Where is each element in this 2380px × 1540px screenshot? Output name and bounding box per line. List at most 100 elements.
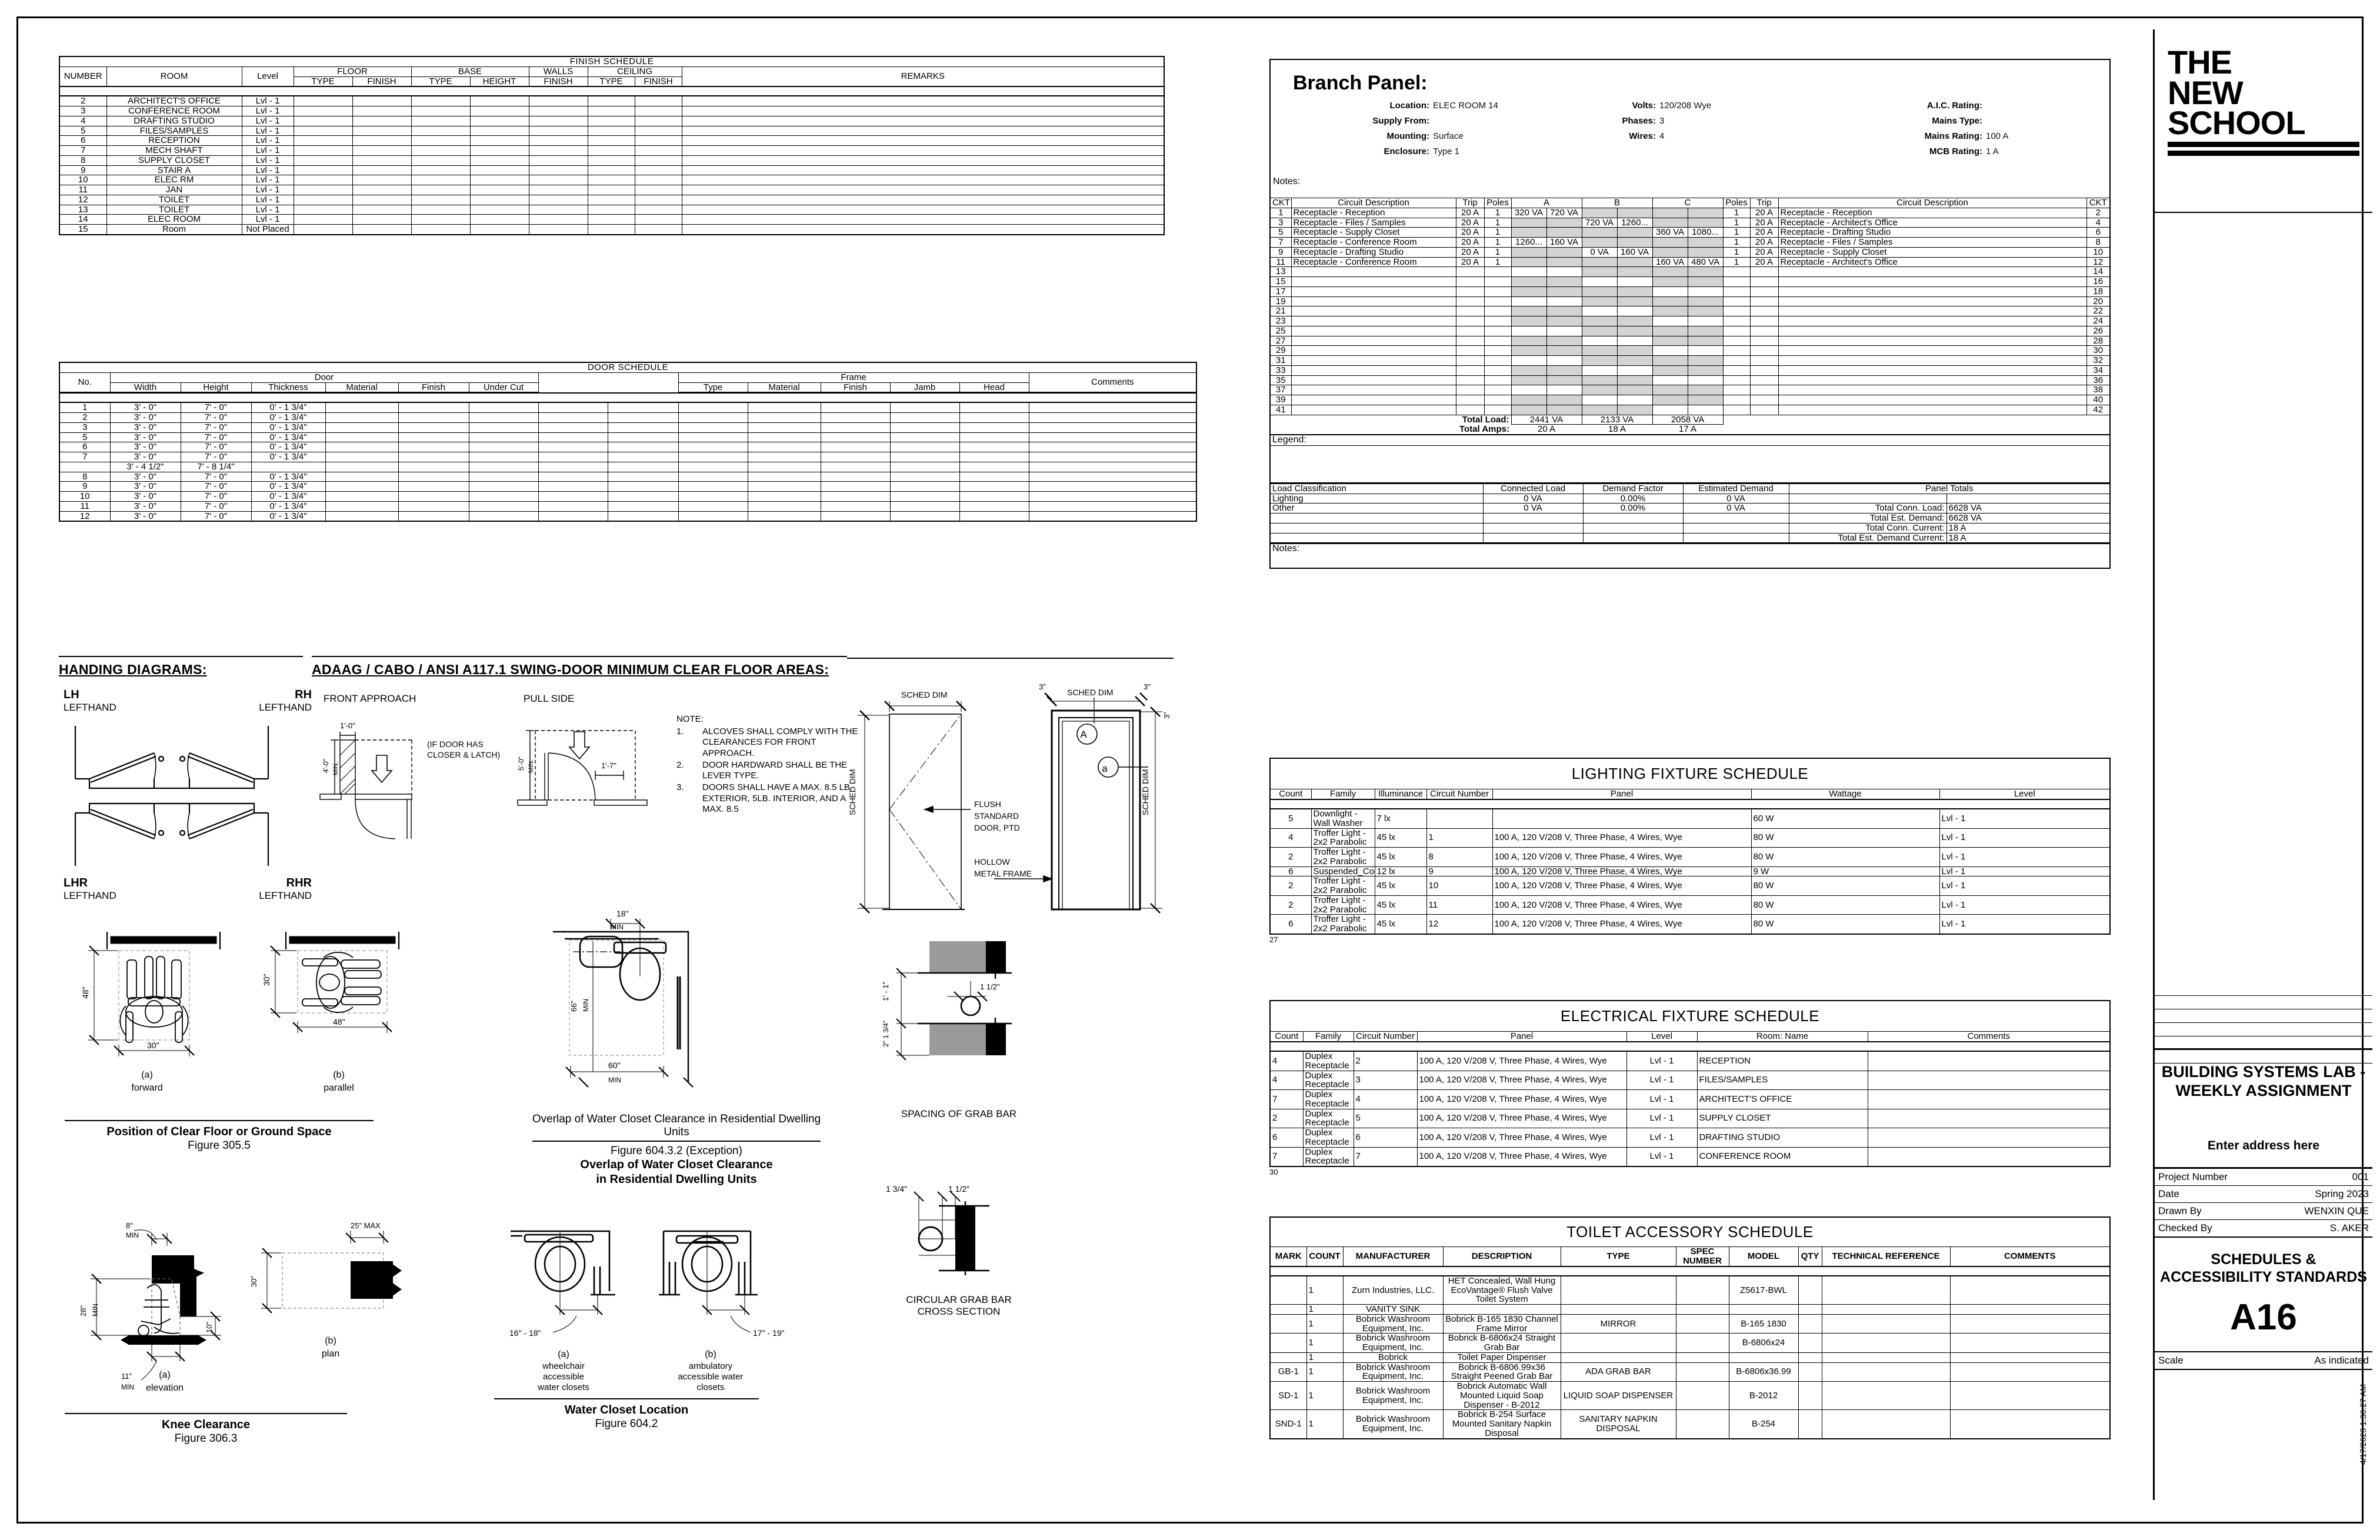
elec-comments xyxy=(1867,1128,2111,1148)
table-row: 11 3' - 0" 7' - 0" 0' - 1 3/4" xyxy=(59,501,1197,512)
ckt-left: 21 xyxy=(1269,306,1292,316)
handing-label-rhr-code: RHR xyxy=(286,876,312,889)
panel-info-row: Volts: 120/208 Wye xyxy=(1553,101,1806,111)
finish-level: Lvl - 1 xyxy=(241,165,294,176)
phase-b-1 xyxy=(1581,404,1618,415)
finish-blank xyxy=(469,165,529,176)
finish-blank xyxy=(469,204,529,215)
finish-blank xyxy=(352,185,412,195)
circuit-row-empty: 27 28 xyxy=(1269,335,2111,346)
circular-grab-bar-caption-1: CIRCULAR GRAB BAR xyxy=(906,1294,1012,1305)
door-blank xyxy=(398,452,469,462)
elec-family: Duplex Receptacle xyxy=(1302,1089,1354,1109)
ckt-right: 24 xyxy=(2086,316,2111,326)
phase-a-1 xyxy=(1511,266,1547,277)
light-panel xyxy=(1492,808,1752,829)
logo-line-2: NEW xyxy=(2168,74,2244,111)
col-spec-number: SPEC NUMBER xyxy=(1675,1246,1729,1267)
load-class-name xyxy=(1269,522,1484,534)
door-blank xyxy=(607,442,679,452)
door-no: 11 xyxy=(59,501,111,512)
circuit-description-left xyxy=(1291,404,1456,415)
sheet-border xyxy=(16,16,2364,1524)
poles-left xyxy=(1484,385,1512,395)
door-frame-detail: SCHED DIM SCHED DIM SCHED DIM SCHED DIM … xyxy=(847,658,1188,934)
phase-b-1 xyxy=(1581,395,1618,405)
table-row: 1 Bobrick Washroom Equipment, Inc. Bobrick… xyxy=(1269,1314,2111,1334)
toilet-description: Toilet Paper Dispenser xyxy=(1442,1352,1561,1363)
door-blank xyxy=(959,491,1029,502)
panel-total-value xyxy=(1946,493,2111,504)
finish-blank xyxy=(469,145,529,156)
door-no: 2 xyxy=(59,412,111,423)
col-trip-left: Trip xyxy=(1455,198,1485,208)
elec-comments xyxy=(1867,1051,2111,1071)
table-row: 2 Troffer Light - 2x2 Parabolic 45 lx 10 100… xyxy=(1269,876,2111,896)
col-base-type: TYPE xyxy=(411,76,471,87)
finish-level: Lvl - 1 xyxy=(241,125,294,136)
phase-a-1 xyxy=(1511,355,1547,366)
panel-info-value: ELEC ROOM 14 xyxy=(1433,101,1498,111)
light-level: Lvl - 1 xyxy=(1939,808,2111,829)
door-blank xyxy=(959,461,1029,472)
light-family: Troffer Light - 2x2 Parabolic xyxy=(1311,828,1375,848)
poles-left xyxy=(1484,306,1512,316)
light-wattage: 60 W xyxy=(1751,808,1940,829)
finish-level: Lvl - 1 xyxy=(241,194,294,205)
toilet-model: B-6806x24 xyxy=(1728,1333,1799,1353)
light-illuminance: 45 lx xyxy=(1374,828,1427,848)
connected-load xyxy=(1482,522,1584,534)
elec-level: Lvl - 1 xyxy=(1626,1146,1698,1167)
phase-b-1 xyxy=(1581,345,1618,356)
phase-b-2: 160 VA xyxy=(1616,246,1653,258)
door-height: 7' - 0" xyxy=(180,402,252,414)
door-blank xyxy=(607,452,679,462)
finish-blank xyxy=(411,204,471,215)
circuit-row-empty: 17 18 xyxy=(1269,286,2111,297)
finish-level: Lvl - 1 xyxy=(241,115,294,126)
door-width: 3' - 0" xyxy=(109,412,181,423)
adaag-note-text: DOOR HARDWARD SHALL BE THE LEVER TYPE. xyxy=(702,759,848,781)
group-walls: WALLS xyxy=(528,66,588,76)
elec-circuit: 2 xyxy=(1353,1051,1418,1071)
finish-blank xyxy=(587,194,635,205)
finish-blank xyxy=(469,224,529,235)
door-blank xyxy=(889,442,960,452)
door-blank xyxy=(678,422,748,433)
phase-c-2 xyxy=(1687,404,1724,415)
col-thickness: Thickness xyxy=(251,382,326,393)
light-level: Lvl - 1 xyxy=(1939,847,2111,867)
col-level: Level xyxy=(1626,1031,1698,1042)
door-blank xyxy=(747,412,821,423)
circuit-row-empty: 15 16 xyxy=(1269,276,2111,287)
col-remarks: REMARKS xyxy=(681,66,1165,87)
toilet-comments xyxy=(1949,1409,2111,1439)
ckt-right: 40 xyxy=(2086,395,2111,405)
finish-number: 11 xyxy=(59,185,107,195)
door-blank xyxy=(820,442,891,452)
handing-label-lh-hand: LEFTHAND xyxy=(64,702,116,713)
door-blank xyxy=(538,501,608,512)
elec-count: 7 xyxy=(1269,1089,1304,1109)
ckt-right: 18 xyxy=(2086,286,2111,297)
poles-right xyxy=(1722,385,1751,395)
elec-comments xyxy=(1867,1089,2111,1109)
toilet-mark: SND-1 xyxy=(1269,1409,1307,1439)
door-blank xyxy=(398,491,469,502)
col-phase-c: C xyxy=(1652,198,1724,208)
panel-info-row: Location: ELEC ROOM 14 xyxy=(1271,101,1553,111)
ckt-left: 3 xyxy=(1269,217,1292,228)
light-level: Lvl - 1 xyxy=(1939,866,2111,877)
circuit-row: 3 Receptacle - Files / Samples 20 A 1 720 VA… xyxy=(1269,217,2111,228)
door-thickness: 0' - 1 3/4" xyxy=(251,491,326,502)
elec-panel: 100 A, 120 V/208 V, Three Phase, 4 Wires… xyxy=(1416,1070,1627,1091)
title-block: THE NEW SCHOOL BUILDING SYSTEMS LAB - WE… xyxy=(2153,29,2372,1500)
figure-604-2-caption: Water Closet Location xyxy=(564,1404,689,1416)
door-no: 10 xyxy=(59,491,111,502)
light-count: 4 xyxy=(1269,828,1312,848)
finish-blank xyxy=(352,224,412,235)
finish-blank xyxy=(352,214,412,225)
trip-left xyxy=(1455,355,1485,366)
plot-timestamp: 4/17/2023 1:36:27 AM xyxy=(2358,1384,2368,1465)
